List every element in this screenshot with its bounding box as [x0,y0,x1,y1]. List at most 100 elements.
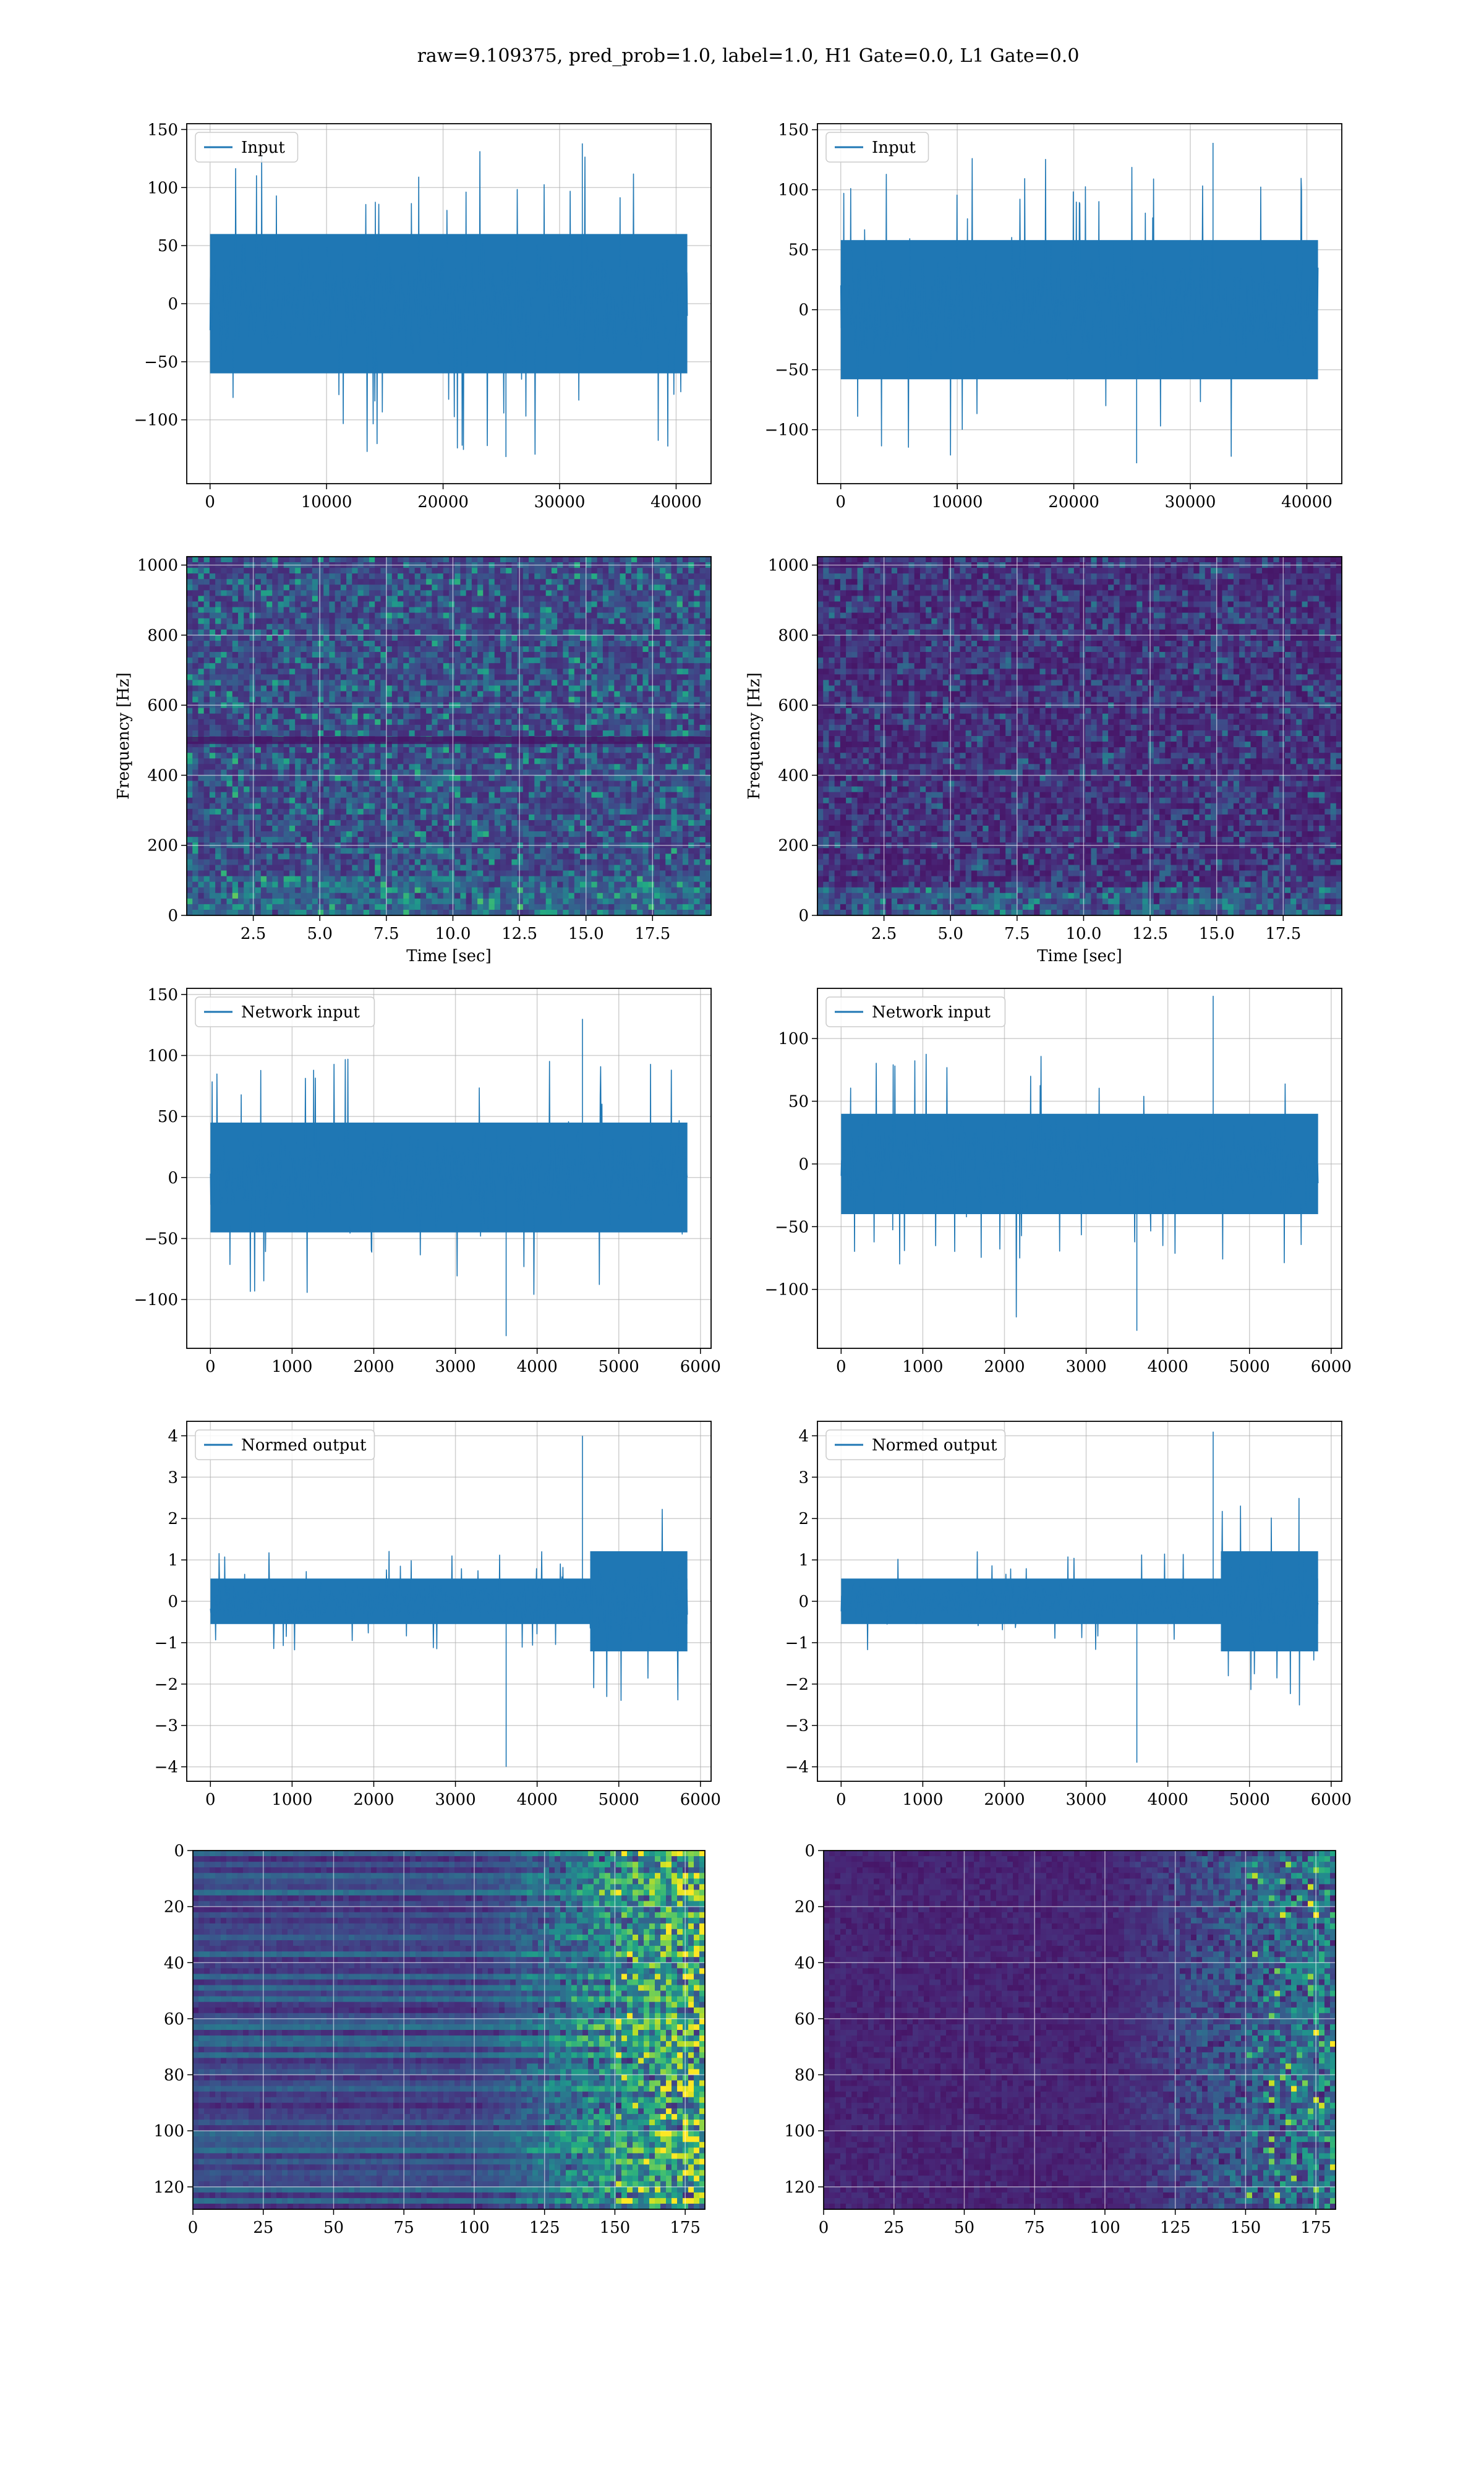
heatmap-cell [278,646,284,653]
heatmap-cell [574,674,581,680]
heatmap-cell [660,786,666,793]
heatmap-cell [614,674,621,680]
heatmap-cell [237,775,244,782]
heatmap-cell [301,803,307,810]
heatmap-cell [580,803,586,810]
heatmap-cell [540,814,547,821]
heatmap-cell [529,797,535,804]
heatmap-cell [500,724,506,731]
heatmap-cell [443,781,450,787]
heatmap-cell [494,590,501,597]
heatmap-cell [432,696,438,703]
heatmap-cell [283,826,290,832]
heatmap-cell [466,612,472,619]
heatmap-cell [237,769,244,776]
heatmap-cell [568,814,575,821]
heatmap-cell [426,557,432,563]
heatmap-cell [665,612,672,619]
heatmap-cell [597,820,603,826]
heatmap-cell [306,601,313,608]
heatmap-cell [403,674,410,680]
heatmap-cell [705,742,712,748]
heatmap-cell [625,769,632,776]
heatmap-cell [625,848,632,854]
heatmap-cell [500,814,506,821]
heatmap-cell [522,769,529,776]
heatmap-cell [237,831,244,837]
heatmap-cell [477,652,484,658]
heatmap-cell [215,590,221,597]
heatmap-cell [329,573,336,580]
heatmap-cell [660,803,666,810]
heatmap-cell [563,713,569,720]
heatmap-cell [283,696,290,703]
heatmap-cell [654,691,660,698]
heatmap-cell [660,747,666,753]
heatmap-cell [591,724,598,731]
heatmap-cell [301,663,307,669]
heatmap-cell [597,607,603,614]
heatmap-cell [215,753,221,759]
heatmap-cell [517,747,524,753]
heatmap-cell [403,652,410,658]
heatmap-cell [511,747,518,753]
heatmap-cell [654,568,660,574]
heatmap-cell [255,792,262,798]
heatmap-cell [586,573,592,580]
heatmap-cell [545,691,552,698]
heatmap-cell [272,803,279,810]
heatmap-cell [426,747,432,753]
heatmap-cell [688,590,694,597]
heatmap-cell [398,590,404,597]
heatmap-cell [682,596,689,602]
heatmap-cell [529,753,535,759]
heatmap-cell [203,814,210,821]
heatmap-cell [534,764,541,770]
heatmap-cell [705,623,712,630]
heatmap-cell [568,803,575,810]
heatmap-cell [221,618,228,625]
heatmap-cell [540,629,547,636]
heatmap-cell [660,685,666,692]
heatmap-cell [654,808,660,815]
heatmap-cell [534,568,541,574]
heatmap-cell [226,803,233,810]
heatmap-cell [221,646,228,653]
heatmap-cell [500,719,506,726]
heatmap-cell [215,584,221,591]
heatmap-cell [699,781,706,787]
heatmap-cell [306,640,313,647]
heatmap-cell [198,814,205,821]
heatmap-cell [306,708,313,714]
heatmap-cell [625,724,632,731]
heatmap-cell [460,730,467,737]
heatmap-cell [449,831,455,837]
heatmap-cell [318,708,324,714]
heatmap-cell [506,713,512,720]
heatmap-cell [443,629,450,636]
heatmap-cell [511,724,518,731]
heatmap-cell [625,618,632,625]
heatmap-cell [602,719,609,726]
heatmap-cell [323,747,330,753]
heatmap-cell [511,674,518,680]
heatmap-cell [586,623,592,630]
heatmap-cell [352,826,359,832]
heatmap-cell [511,786,518,793]
heatmap-cell [620,680,626,687]
heatmap-cell [209,685,216,692]
heatmap-cell [522,612,529,619]
heatmap-cell [699,691,706,698]
heatmap-cell [420,601,427,608]
heatmap-cell [614,573,621,580]
heatmap-cell [232,674,239,680]
heatmap-cell [386,601,393,608]
heatmap-cell [522,764,529,770]
heatmap-cell [506,657,512,664]
heatmap-cell [517,652,524,658]
heatmap-cell [221,753,228,759]
heatmap-cell [318,596,324,602]
heatmap-cell [432,629,438,636]
heatmap-cell [625,803,632,810]
heatmap-cell [301,635,307,641]
